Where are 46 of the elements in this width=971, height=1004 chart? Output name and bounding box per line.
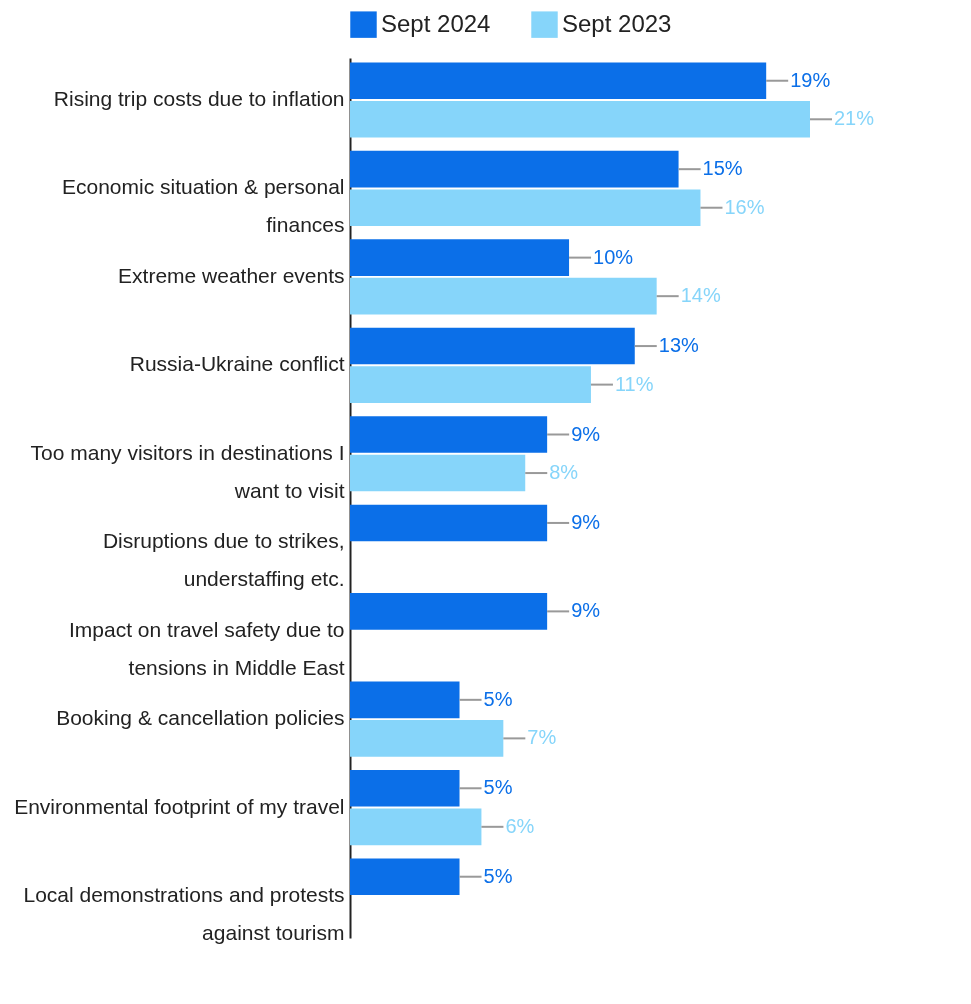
- y-tick-label: Economic situation & personal finances: [62, 175, 345, 237]
- bar: [350, 808, 482, 846]
- y-tick-label: Impact on travel safety due to tensions in Middle East: [69, 617, 345, 679]
- bar: [350, 416, 548, 453]
- bar: [350, 189, 701, 227]
- bar: [350, 769, 460, 807]
- bar: [350, 681, 460, 719]
- data-label: 5%: [483, 687, 513, 710]
- bar: [350, 720, 504, 757]
- y-tick-label: Too many visitors in destinations I want to visit: [30, 440, 345, 502]
- data-label: 11%: [614, 372, 654, 395]
- legend-label: Sept 2024: [381, 9, 491, 37]
- data-label: 14%: [680, 284, 721, 307]
- data-label: 13%: [658, 334, 700, 357]
- data-label: 7%: [527, 726, 557, 749]
- bar: [350, 277, 657, 315]
- y-tick-label: Environmental footprint of my travel: [14, 794, 345, 818]
- bar: [350, 100, 810, 138]
- bar: [350, 327, 635, 365]
- data-label: 6%: [505, 814, 535, 837]
- bar: [350, 858, 460, 896]
- data-label: 5%: [483, 776, 513, 799]
- data-label: 8%: [549, 461, 579, 484]
- y-tick-label: Russia-Ukraine conflict: [129, 352, 345, 376]
- data-label: 16%: [724, 195, 765, 218]
- y-tick-label: Local demonstrations and protests against tourism: [23, 882, 345, 944]
- legend-label: Sept 2023: [562, 9, 672, 37]
- data-label: 9%: [571, 599, 601, 622]
- data-label: 21%: [834, 107, 875, 130]
- y-tick-label: Rising trip costs due to inflation: [53, 87, 345, 111]
- bar: [350, 504, 548, 542]
- data-label: 9%: [571, 510, 601, 533]
- data-label: 10%: [593, 245, 634, 268]
- bar: [350, 454, 526, 492]
- bar: [350, 593, 548, 630]
- bar: [350, 366, 591, 403]
- bar: [350, 150, 679, 188]
- y-tick-label: Extreme weather events: [118, 263, 345, 287]
- data-label: 19%: [790, 68, 831, 91]
- data-label: 15%: [702, 157, 743, 180]
- data-label: 9%: [571, 422, 601, 445]
- bar: [350, 62, 767, 100]
- data-label: 5%: [483, 864, 513, 887]
- y-tick-label: Disruptions due to strikes, understaffing etc.: [102, 529, 345, 591]
- y-tick-label: Booking & cancellation policies: [56, 706, 345, 730]
- bar: [350, 239, 570, 276]
